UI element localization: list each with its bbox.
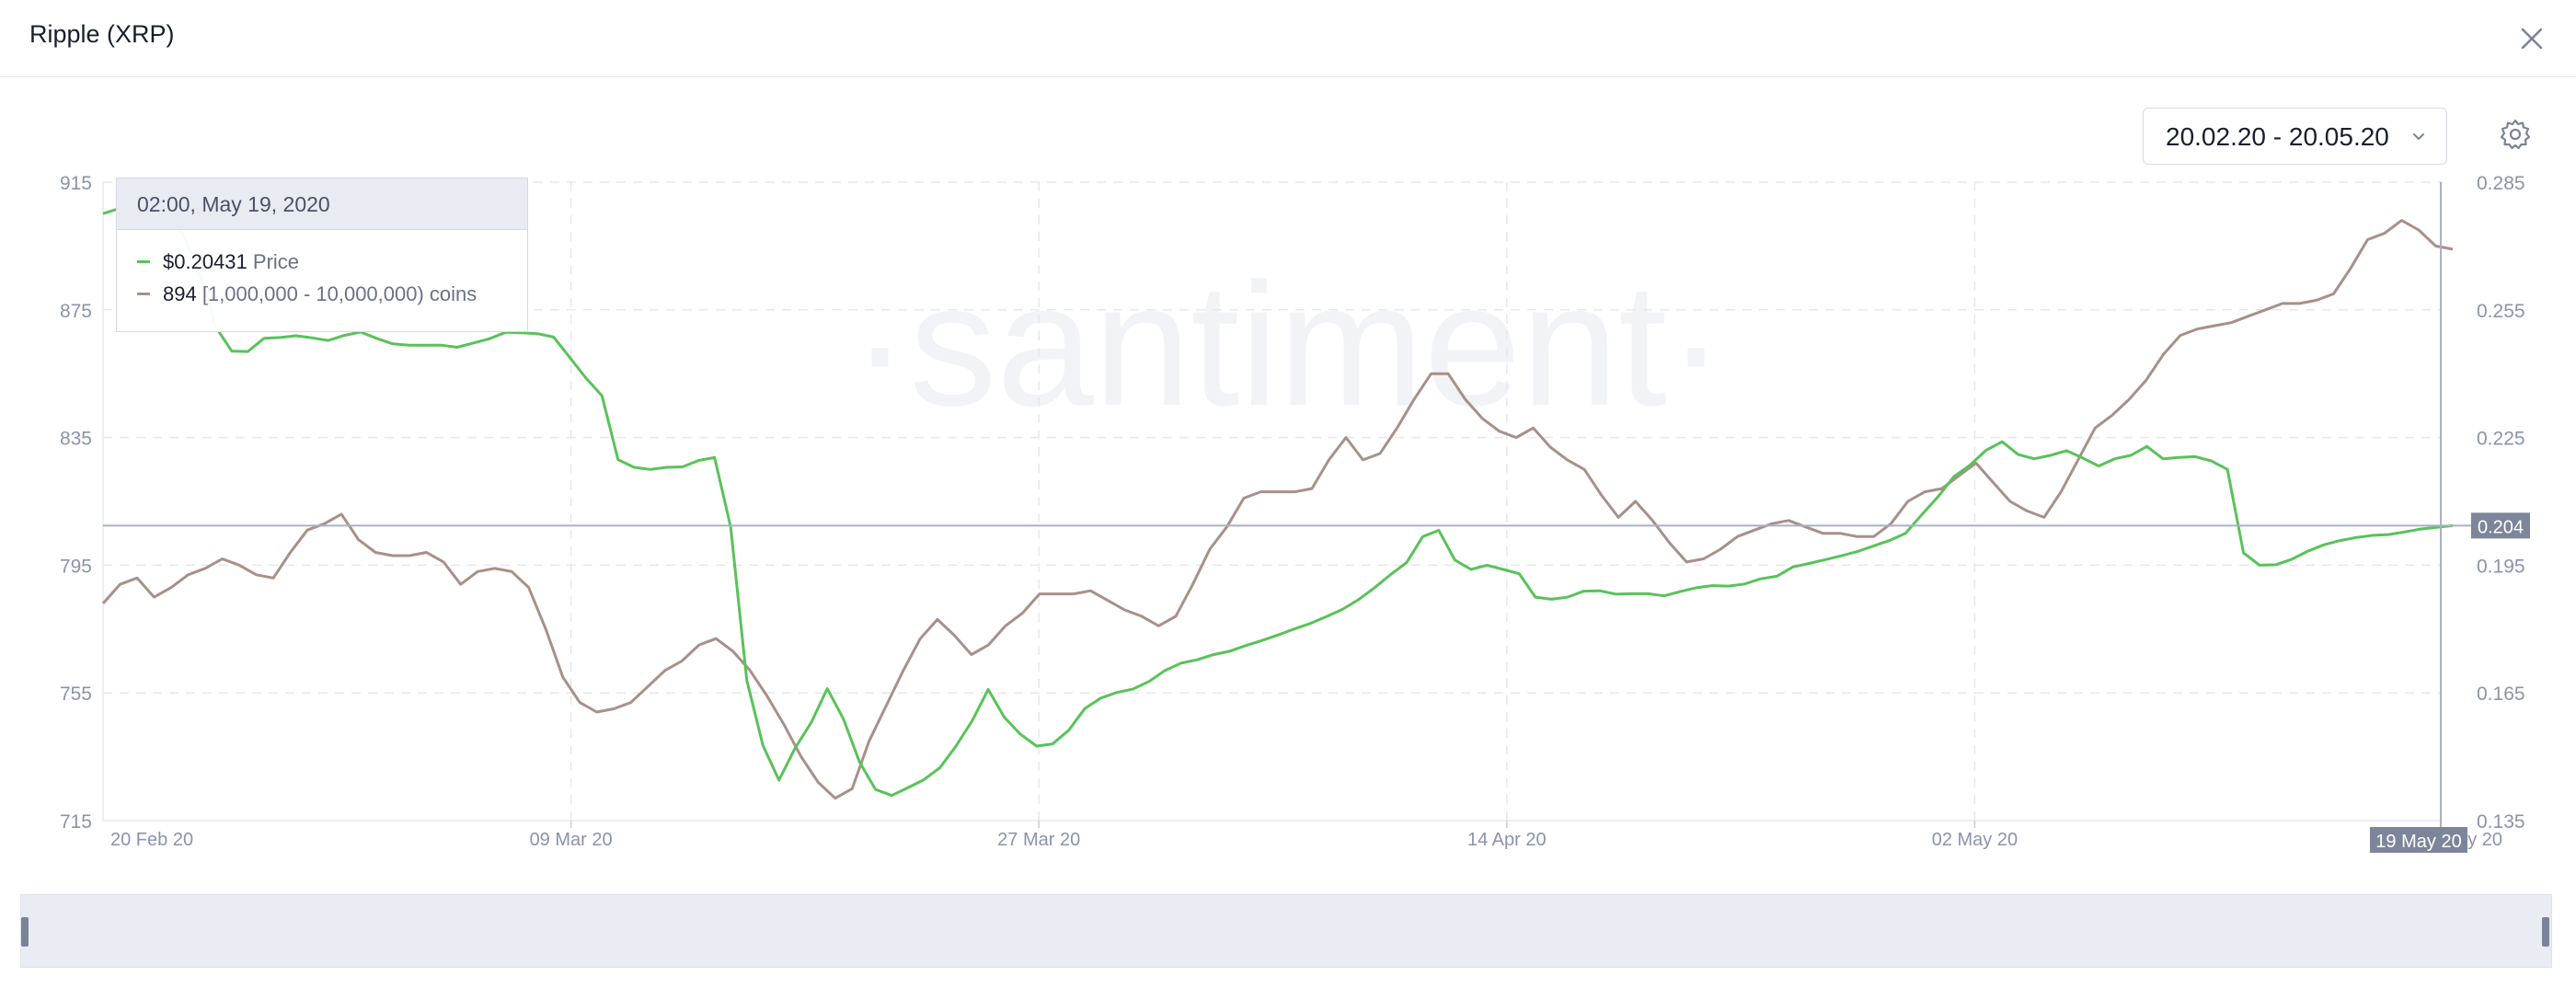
gear-icon — [2500, 119, 2531, 150]
left-tick-label: 755 — [60, 684, 92, 705]
left-tick-label: 795 — [60, 556, 92, 577]
date-range-select[interactable]: 20.02.20 - 20.05.20 — [2143, 108, 2447, 165]
right-tick-label: 0.135 — [2477, 811, 2525, 833]
crosshair-date-label: 19 May 20 — [2375, 832, 2461, 852]
price-series-line — [102, 203, 2454, 798]
settings-button[interactable] — [2497, 116, 2534, 153]
left-tick-label: 835 — [60, 429, 92, 450]
tooltip-row-price: $0.20431 Price — [137, 250, 299, 274]
page-title: Ripple (XRP) — [29, 20, 175, 48]
navigator-right-handle[interactable] — [2542, 917, 2549, 947]
chart-tooltip: 02:00, May 19, 2020 $0.20431 Price 894 [… — [116, 178, 528, 332]
x-tick-label: 09 Mar 20 — [530, 830, 613, 850]
right-tick-label: 0.225 — [2477, 429, 2525, 450]
navigator-left-handle[interactable] — [21, 917, 29, 947]
left-y-axis: 915 875 835 795 755 715 — [60, 173, 92, 833]
time-navigator[interactable] — [20, 894, 2552, 968]
coins-series-line — [101, 219, 2454, 800]
right-tick-label: 0.255 — [2477, 301, 2525, 322]
current-price-label: 0.204 — [2478, 517, 2524, 537]
x-tick-label: 27 Mar 20 — [997, 830, 1080, 850]
crosshair-date-marker — [2370, 827, 2467, 853]
close-icon — [2521, 28, 2543, 50]
coins-legend-swatch — [137, 292, 150, 295]
left-tick-label: 915 — [60, 173, 92, 194]
date-range-label: 20.02.20 - 20.05.20 — [2166, 122, 2389, 151]
chevron-down-icon — [2413, 133, 2424, 140]
current-price-marker — [2471, 512, 2530, 539]
close-button[interactable] — [2512, 18, 2552, 59]
x-tick-label: 14 Apr 20 — [1467, 830, 1547, 850]
tooltip-price-value: $0.20431 — [163, 250, 247, 273]
right-tick-label: 0.195 — [2477, 556, 2525, 577]
left-tick-label: 715 — [60, 811, 92, 833]
price-legend-swatch — [137, 259, 150, 263]
right-tick-label: 0.165 — [2477, 684, 2525, 705]
right-y-axis: 0.285 0.255 0.225 0.195 0.165 0.135 — [2477, 173, 2525, 833]
x-axis: 20 Feb 20 09 Mar 20 27 Mar 20 14 Apr 20 02 M… — [110, 821, 2502, 850]
tooltip-coins-label: [1,000,000 - 10,000,000) coins — [201, 282, 477, 305]
tooltip-date: 02:00, May 19, 2020 — [117, 178, 527, 230]
tooltip-row-coins: 894 [1,000,000 - 10,000,000) coins — [137, 282, 477, 306]
watermark: ·santiment· — [851, 247, 1725, 442]
right-tick-label: 0.285 — [2477, 173, 2525, 194]
left-tick-label: 875 — [60, 301, 92, 322]
x-tick-label: 20 Feb 20 — [110, 830, 193, 850]
series-layer — [101, 203, 2454, 800]
x-tick-label: 02 May 20 — [1932, 830, 2018, 850]
header-bar: Ripple (XRP) — [0, 0, 2576, 77]
crosshair: 0.204 19 May 20 — [103, 182, 2530, 853]
tooltip-price-label: Price — [252, 250, 300, 273]
tooltip-coins-value: 894 — [163, 282, 197, 305]
